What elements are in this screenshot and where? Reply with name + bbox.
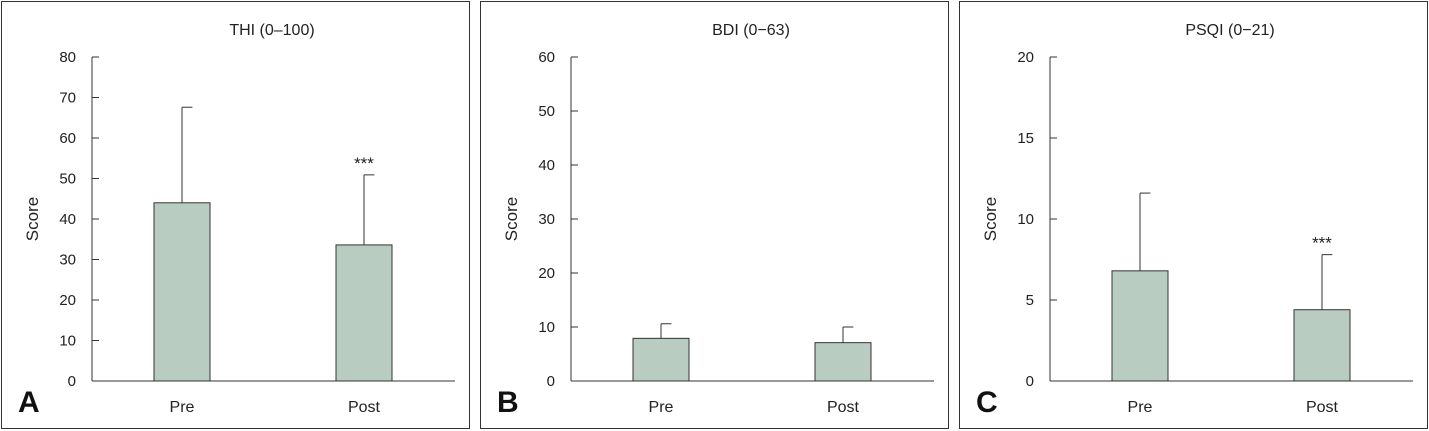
- x-category-label: Post: [827, 399, 860, 416]
- panel-label-c: C: [976, 386, 998, 419]
- y-tick-label: 50: [538, 103, 555, 120]
- y-axis-title: Score: [981, 197, 1000, 241]
- y-tick-label: 10: [538, 319, 555, 336]
- chart-svg-c: PSQI (0−21) Score 0 5 10 15 20 Pre *** Post: [981, 22, 1413, 416]
- y-tick-label: 20: [538, 265, 555, 282]
- chart-svg-a: THI (0–100) Score 0 10 20 30 40 50 60 70 80 Pre *** P…: [23, 22, 455, 416]
- y-tick-label: 60: [538, 49, 555, 66]
- y-tick-label: 70: [59, 90, 76, 107]
- y-tick-label: 50: [59, 171, 76, 188]
- bar: [1111, 270, 1169, 382]
- y-tick-label: 60: [59, 130, 76, 147]
- y-tick-label: 0: [547, 373, 555, 390]
- x-category-label: Post: [348, 399, 381, 416]
- y-tick-label: 30: [538, 211, 555, 228]
- x-category-label: Pre: [170, 399, 195, 416]
- y-tick-label: 5: [1026, 292, 1034, 309]
- chart-title: THI (0–100): [229, 22, 314, 39]
- chart-title: BDI (0−63): [712, 22, 790, 39]
- y-tick-label: 30: [59, 252, 76, 269]
- bar: [632, 337, 690, 382]
- y-tick-label: 40: [59, 211, 76, 228]
- y-axis-title: Score: [502, 197, 521, 241]
- chart-panel-c: PSQI (0−21) Score 0 5 10 15 20 Pre *** Post C: [959, 1, 1428, 429]
- significance-marker: ***: [354, 154, 374, 173]
- y-tick-label: 0: [68, 373, 76, 390]
- bar: [153, 202, 211, 382]
- bar: [1293, 309, 1351, 382]
- chart-panel-a: THI (0–100) Score 0 10 20 30 40 50 60 70 80 Pre *** P…: [1, 1, 470, 429]
- y-tick-label: 0: [1026, 373, 1034, 390]
- y-tick-label: 80: [59, 49, 76, 66]
- y-tick-label: 40: [538, 157, 555, 174]
- bar: [814, 342, 872, 382]
- panel-label-a: A: [18, 386, 40, 419]
- y-tick-label: 20: [59, 292, 76, 309]
- chart-title: PSQI (0−21): [1185, 22, 1274, 39]
- chart-panel-b: BDI (0−63) Score 0 10 20 30 40 50 60 Pre Post B: [480, 1, 949, 429]
- y-tick-label: 10: [59, 333, 76, 350]
- y-axis-title: Score: [23, 197, 42, 241]
- bar: [335, 244, 393, 382]
- panel-label-b: B: [497, 386, 519, 419]
- x-category-label: Post: [1306, 399, 1339, 416]
- chart-svg-b: BDI (0−63) Score 0 10 20 30 40 50 60 Pre Post: [502, 22, 934, 416]
- y-tick-label: 10: [1017, 211, 1034, 228]
- x-category-label: Pre: [1128, 399, 1153, 416]
- y-tick-label: 20: [1017, 49, 1034, 66]
- y-tick-label: 15: [1017, 130, 1034, 147]
- significance-marker: ***: [1312, 234, 1332, 253]
- x-category-label: Pre: [649, 399, 674, 416]
